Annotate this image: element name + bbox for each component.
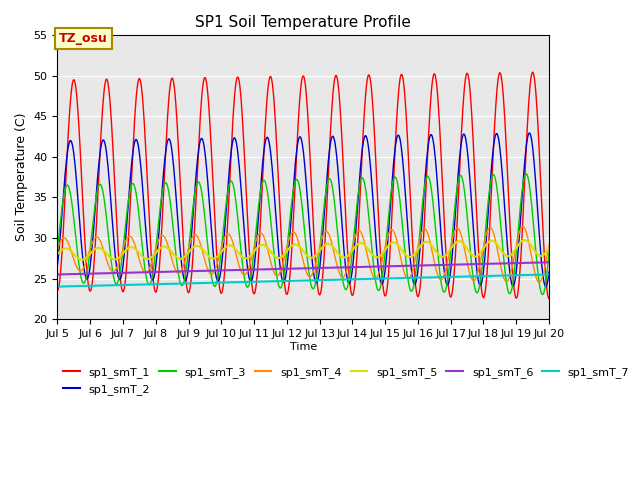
sp1_smT_3 <box>163 181 171 187</box>
sp1_smT_6 <box>54 272 61 277</box>
Legend: sp1_smT_1, sp1_smT_2, sp1_smT_3, sp1_smT_4, sp1_smT_5, sp1_smT_6, sp1_smT_7: sp1_smT_1, sp1_smT_2, sp1_smT_3, sp1_smT… <box>63 367 629 395</box>
Line: sp1_smT_1: sp1_smT_1 <box>58 72 549 299</box>
sp1_smT_5 <box>114 256 122 262</box>
sp1_smT_3 <box>522 171 530 177</box>
sp1_smT_3 <box>538 291 546 297</box>
sp1_smT_7 <box>545 272 553 277</box>
sp1_smT_7 <box>189 280 196 286</box>
sp1_smT_2 <box>545 269 553 275</box>
sp1_smT_1 <box>189 256 196 262</box>
sp1_smT_5 <box>54 252 61 257</box>
sp1_smT_2 <box>542 284 550 289</box>
sp1_smT_2 <box>525 130 533 136</box>
sp1_smT_6 <box>545 259 553 265</box>
sp1_smT_7 <box>63 284 70 289</box>
sp1_smT_6 <box>363 264 371 270</box>
sp1_smT_3 <box>363 192 371 198</box>
sp1_smT_1 <box>63 168 70 174</box>
Title: SP1 Soil Temperature Profile: SP1 Soil Temperature Profile <box>195 15 411 30</box>
sp1_smT_4 <box>163 239 171 245</box>
sp1_smT_3 <box>63 183 70 189</box>
sp1_smT_5 <box>364 245 371 251</box>
sp1_smT_1 <box>363 83 371 88</box>
sp1_smT_7 <box>113 282 121 288</box>
sp1_smT_1 <box>54 288 61 294</box>
sp1_smT_5 <box>63 246 70 252</box>
sp1_smT_7 <box>163 281 171 287</box>
sp1_smT_2 <box>54 263 61 268</box>
Text: TZ_osu: TZ_osu <box>59 32 108 45</box>
sp1_smT_4 <box>63 237 70 242</box>
sp1_smT_3 <box>377 283 385 288</box>
sp1_smT_3 <box>54 246 61 252</box>
sp1_smT_3 <box>545 250 553 255</box>
Y-axis label: Soil Temperature (C): Soil Temperature (C) <box>15 113 28 241</box>
sp1_smT_2 <box>113 267 121 273</box>
sp1_smT_4 <box>189 234 196 240</box>
sp1_smT_2 <box>377 279 385 285</box>
sp1_smT_4 <box>377 263 385 269</box>
Line: sp1_smT_5: sp1_smT_5 <box>58 240 549 260</box>
sp1_smT_6 <box>113 270 121 276</box>
sp1_smT_4 <box>545 242 553 248</box>
sp1_smT_4 <box>363 248 371 254</box>
X-axis label: Time: Time <box>289 342 317 351</box>
sp1_smT_4 <box>519 224 527 229</box>
sp1_smT_6 <box>189 268 196 274</box>
sp1_smT_5 <box>378 252 385 257</box>
sp1_smT_3 <box>113 281 121 287</box>
sp1_smT_5 <box>520 237 528 243</box>
sp1_smT_1 <box>377 257 385 263</box>
sp1_smT_6 <box>63 271 70 277</box>
sp1_smT_1 <box>529 69 536 75</box>
sp1_smT_7 <box>54 284 61 289</box>
sp1_smT_5 <box>189 244 197 250</box>
sp1_smT_4 <box>54 246 61 252</box>
Line: sp1_smT_6: sp1_smT_6 <box>58 262 549 275</box>
sp1_smT_7 <box>363 276 371 282</box>
sp1_smT_4 <box>113 264 121 270</box>
sp1_smT_1 <box>163 126 171 132</box>
sp1_smT_3 <box>189 206 196 212</box>
Line: sp1_smT_3: sp1_smT_3 <box>58 174 549 294</box>
sp1_smT_4 <box>536 279 543 285</box>
sp1_smT_2 <box>163 141 171 147</box>
sp1_smT_5 <box>164 245 172 251</box>
sp1_smT_2 <box>63 159 70 165</box>
sp1_smT_6 <box>377 264 385 269</box>
sp1_smT_2 <box>363 134 371 140</box>
sp1_smT_2 <box>189 216 196 221</box>
sp1_smT_7 <box>377 276 385 281</box>
sp1_smT_5 <box>545 245 553 251</box>
sp1_smT_1 <box>545 296 553 301</box>
sp1_smT_5 <box>78 257 86 263</box>
Line: sp1_smT_7: sp1_smT_7 <box>58 275 549 287</box>
sp1_smT_1 <box>113 225 121 230</box>
Line: sp1_smT_2: sp1_smT_2 <box>58 133 549 287</box>
sp1_smT_6 <box>163 269 171 275</box>
Line: sp1_smT_4: sp1_smT_4 <box>58 227 549 282</box>
